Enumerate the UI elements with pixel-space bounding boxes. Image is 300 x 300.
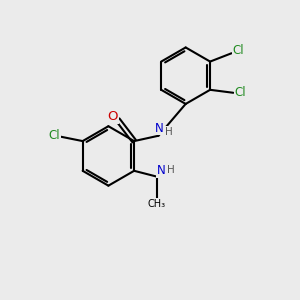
Text: H: H (165, 127, 173, 137)
Text: Cl: Cl (48, 129, 60, 142)
Text: O: O (107, 110, 118, 123)
Text: CH₃: CH₃ (148, 199, 166, 209)
Text: Cl: Cl (233, 44, 244, 57)
Text: Cl: Cl (235, 86, 246, 99)
Text: N: N (155, 122, 164, 134)
Text: N: N (157, 164, 165, 177)
Text: H: H (167, 165, 174, 175)
